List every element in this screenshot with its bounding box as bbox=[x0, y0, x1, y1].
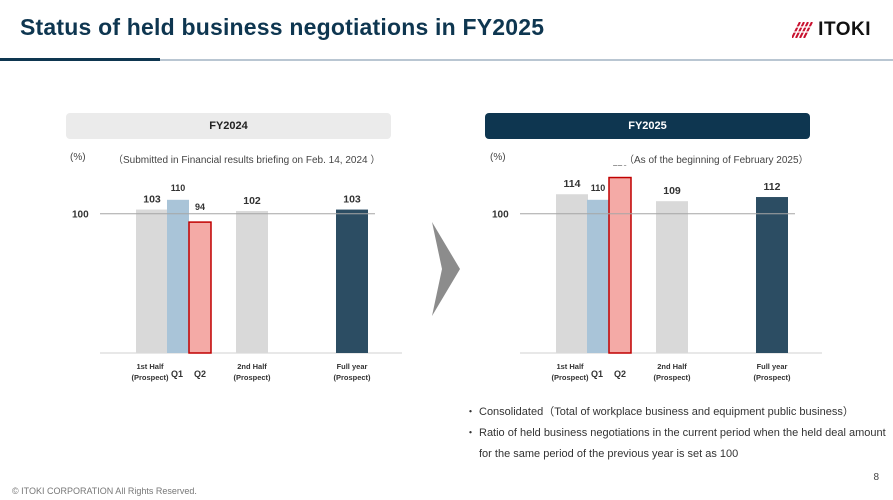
bullet-notes: ・ Consolidated（Total of workplace busine… bbox=[465, 402, 893, 465]
panel-header-fy2025: FY2025 bbox=[485, 113, 810, 139]
page-number: 8 bbox=[873, 472, 879, 483]
fy2025-bar-4 bbox=[656, 201, 688, 353]
fy2025-value-label-1: 114 bbox=[564, 178, 581, 190]
panel-header-fy2024: FY2024 bbox=[66, 113, 391, 139]
logo-text: ITOKI bbox=[818, 19, 871, 40]
fy2024-category-label-2: Q1 bbox=[171, 369, 183, 379]
fy2024-value-label-5: 103 bbox=[343, 194, 361, 206]
fy2024-value-label-3: 94 bbox=[195, 202, 205, 212]
fy2024-bar-2 bbox=[167, 199, 189, 353]
bullet-mark: ・ bbox=[465, 406, 476, 418]
note-fy2024: （Submitted in Financial results briefing… bbox=[113, 155, 381, 166]
fy2025-value-label-4: 109 bbox=[663, 185, 681, 197]
note-fy2025: （As of the beginning of February 2025） bbox=[624, 155, 809, 166]
bullet-mark: ・ bbox=[465, 427, 476, 439]
page-title: Status of held business negotiations in … bbox=[20, 14, 545, 40]
fy2025-category-label-2: Q1 bbox=[591, 369, 603, 379]
header-rule bbox=[160, 59, 893, 61]
unit-label-fy2024: (%) bbox=[70, 152, 86, 163]
fy2024-bar-4 bbox=[236, 210, 268, 353]
bullet-item: ・ Consolidated（Total of workplace busine… bbox=[465, 402, 893, 423]
fy2025-bar-5 bbox=[756, 197, 788, 353]
fy2025-category-label-1: 1st Half (Prospect) bbox=[551, 362, 589, 382]
fy2024-reference-label: 100 bbox=[72, 210, 89, 221]
fy2024-value-label-1: 103 bbox=[143, 194, 161, 206]
fy2024-value-label-2: 110 bbox=[171, 183, 186, 193]
fy2024-bar-3 bbox=[188, 221, 212, 354]
arrow-right-icon bbox=[432, 222, 460, 316]
fy2025-value-label-5: 112 bbox=[764, 181, 781, 193]
copyright: © ITOKI CORPORATION All Rights Reserved. bbox=[12, 486, 197, 496]
fy2024-category-label-1: 1st Half (Prospect) bbox=[131, 362, 169, 382]
chart-fy2024: 103 102 103 110 94 100 1st Half (Prospect) Q1 Q2 2… bbox=[72, 183, 402, 382]
chart-fy2025: 114 109 112 110 126 100 1st Half(Prospect)Q1 Q2… bbox=[492, 165, 822, 382]
fy2024-category-label-4: 2nd Half (Prospect) bbox=[233, 362, 271, 382]
fy2024-bar-1 bbox=[136, 209, 168, 353]
itoki-logo: ITOKI bbox=[792, 19, 871, 41]
header-rule-accent bbox=[0, 58, 160, 61]
fy2025-bar-1 bbox=[556, 194, 588, 353]
fy2025-reference-label: 100 bbox=[492, 210, 509, 221]
unit-label-fy2025: (%) bbox=[490, 152, 506, 163]
fy2024-category-label-5: Full year (Prospect) bbox=[333, 362, 371, 382]
fy2025-category-label-4: 2nd Half (Prospect) bbox=[653, 362, 691, 382]
bullet-text: Consolidated（Total of workplace business… bbox=[479, 406, 854, 418]
fy2024-category-label-3: Q2 bbox=[194, 369, 206, 379]
fy2025-value-label-2: 110 bbox=[591, 183, 606, 193]
fy2024-value-label-4: 102 bbox=[243, 195, 261, 207]
bullet-item: ・ Ratio of held business negotiations in… bbox=[465, 423, 893, 465]
itoki-logo-mark-icon bbox=[792, 22, 815, 38]
fy2025-value-label-3: 126 bbox=[612, 165, 627, 168]
fy2025-bar-2 bbox=[587, 199, 609, 353]
fy2025-category-label-5: Full year (Prospect) bbox=[753, 362, 791, 382]
fy2025-category-label-3: Q2 bbox=[614, 369, 626, 379]
fy2024-bar-5 bbox=[336, 209, 368, 353]
fy2025-bar-3 bbox=[608, 176, 632, 354]
bullet-text: Ratio of held business negotiations in t… bbox=[479, 427, 886, 460]
